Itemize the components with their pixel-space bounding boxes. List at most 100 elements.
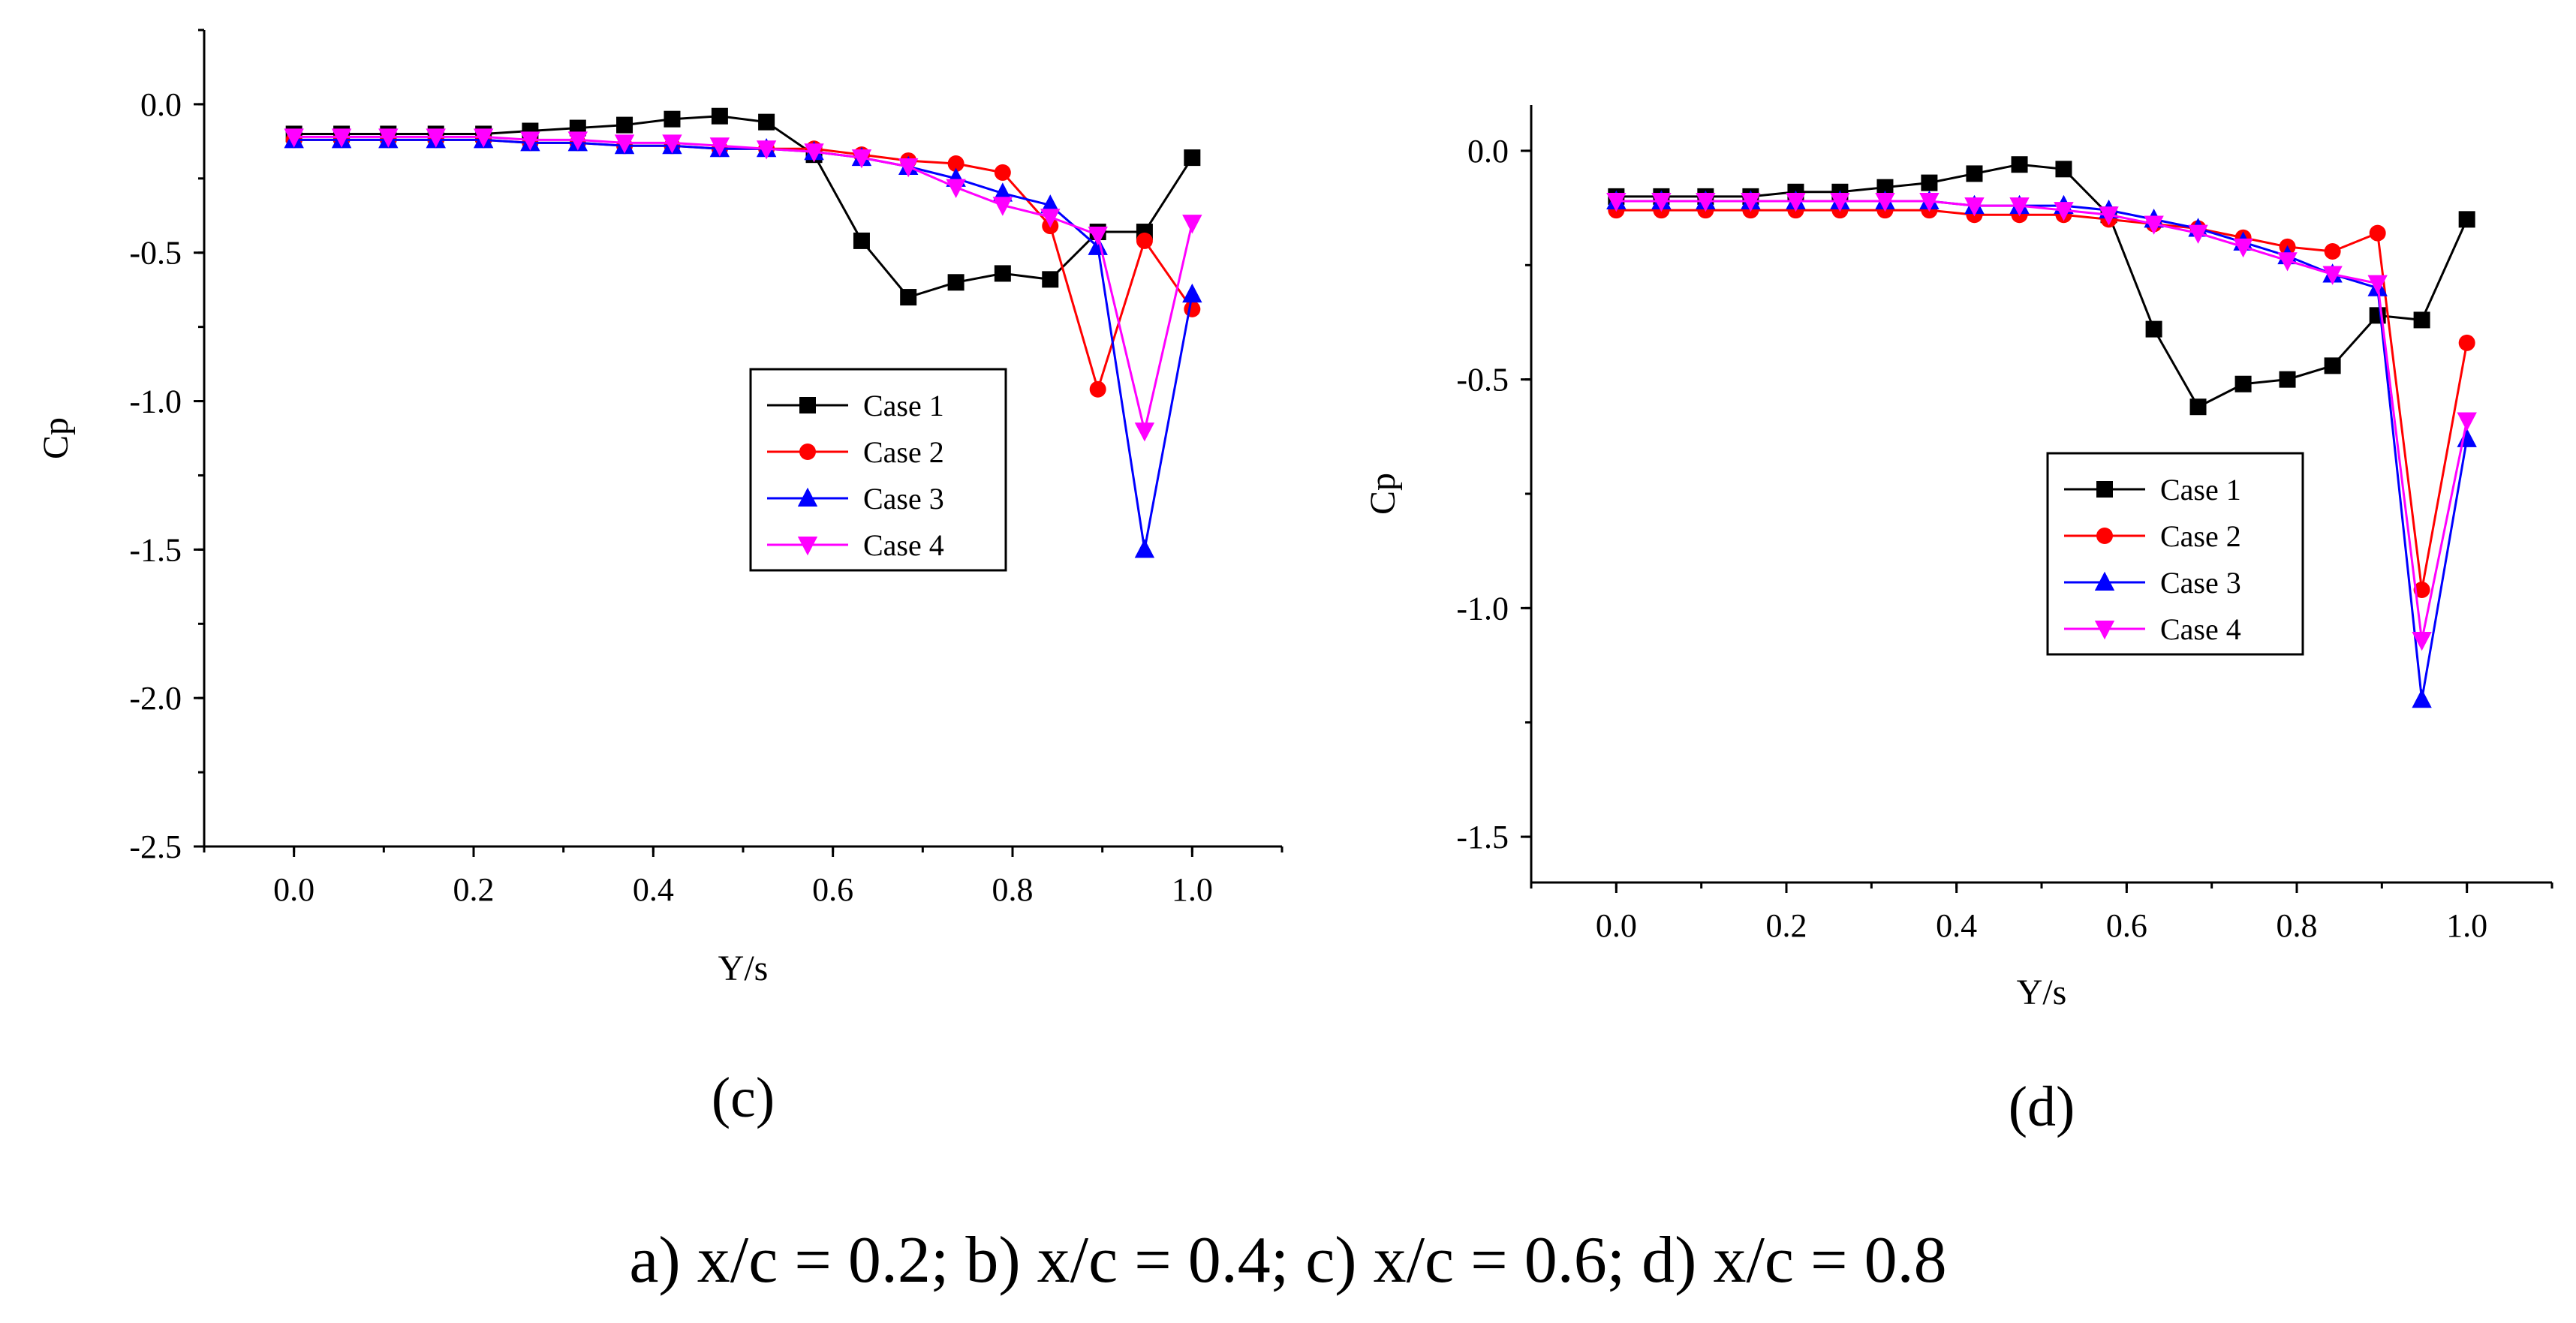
y-tick-label: -0.5 [1456, 362, 1509, 398]
data-point [2233, 238, 2253, 258]
legend-marker [2096, 481, 2113, 498]
data-point [1088, 226, 1108, 246]
data-point [2324, 357, 2341, 374]
series-case-2 [285, 131, 1201, 398]
y-tick-label: 0.0 [1467, 133, 1509, 170]
data-point [853, 232, 870, 249]
y-tick-label: -2.5 [129, 828, 182, 865]
legend-marker [2094, 621, 2115, 640]
data-point [994, 265, 1011, 282]
legend-marker [797, 537, 818, 556]
data-point [946, 179, 966, 198]
x-axis-label: Y/s [718, 949, 769, 988]
data-point [1134, 539, 1155, 558]
data-point [2322, 266, 2343, 285]
series-case-2 [1608, 202, 2475, 598]
series-line-case-4 [1616, 200, 2469, 641]
data-point [284, 128, 304, 148]
data-point [2145, 320, 2162, 338]
data-point [1786, 192, 1806, 212]
data-point [947, 155, 964, 173]
data-point [2189, 398, 2207, 416]
data-point [1184, 149, 1201, 167]
data-point [664, 110, 681, 128]
data-point [1182, 283, 1202, 303]
data-point [2458, 211, 2475, 228]
data-point [2279, 371, 2296, 388]
data-point [1134, 422, 1155, 442]
data-point [1876, 179, 1894, 196]
data-point [1964, 197, 1985, 217]
y-tick-label: -0.5 [129, 235, 182, 272]
data-point [2412, 632, 2432, 651]
x-tick-label: 0.2 [1766, 907, 1807, 944]
data-point [1136, 232, 1153, 249]
panel-label: (d) [2009, 1075, 2075, 1138]
data-point [1921, 174, 1938, 191]
series-case-1 [1608, 156, 2475, 416]
figure-caption: a) x/c = 0.2; b) x/c = 0.4; c) x/c = 0.6… [629, 1224, 1946, 1297]
chart-d: 0.0 0.2 0.4 0.6 0.8 1.0 0.0 -0.5 -1.0 -1.5 Y/s Cp (d… [1363, 105, 2553, 1138]
data-point [851, 149, 872, 169]
y-tick-label: 0.0 [140, 86, 182, 123]
panel-label: (c) [712, 1066, 775, 1129]
data-point [2099, 206, 2119, 226]
data-point [1042, 271, 1059, 288]
data-point [2324, 243, 2341, 260]
data-point [756, 140, 777, 160]
data-point [758, 113, 775, 131]
series-line-case-4 [293, 135, 1193, 431]
x-tick-label: 0.6 [812, 871, 853, 908]
data-point [1696, 192, 1716, 212]
data-point [1040, 194, 1061, 214]
legend-box [749, 368, 1007, 572]
x-tick-label: 0.8 [992, 871, 1034, 908]
data-point [1830, 192, 1850, 212]
data-point [2055, 161, 2072, 178]
data-point [1182, 215, 1202, 234]
series-line-case-3 [293, 138, 1193, 550]
legend: Case 1 Case 2 Case 3 Case 4 [749, 368, 1007, 572]
x-tick-label: 0.0 [1596, 907, 1637, 944]
data-point [709, 137, 730, 157]
data-point [616, 116, 633, 134]
legend-marker [2094, 571, 2115, 591]
data-point [2457, 412, 2477, 431]
chart-c: 0.0 0.2 0.4 0.6 0.8 1.0 0.0 -0.5 -1.0 -1.5 -2.0 -2.… [36, 29, 1283, 1129]
y-tick-label: -1.0 [129, 383, 182, 420]
y-tick-label: -1.5 [1456, 819, 1509, 855]
data-point [331, 128, 352, 148]
data-point [992, 182, 1013, 202]
data-point [2188, 224, 2208, 244]
data-point [1875, 192, 1895, 212]
data-point [711, 107, 728, 125]
legend-marker [799, 397, 816, 413]
legend-label: Case 2 [2160, 519, 2241, 553]
x-tick-label: 0.8 [2277, 907, 2318, 944]
legend-marker [799, 444, 816, 460]
data-point [2011, 156, 2028, 173]
x-tick-label: 0.0 [273, 871, 314, 908]
data-point [2413, 311, 2430, 329]
data-point [378, 128, 399, 148]
x-tick-label: 0.4 [633, 871, 674, 908]
data-point [2054, 202, 2074, 221]
x-tick-label: 1.0 [2446, 907, 2487, 944]
data-point [1089, 380, 1106, 398]
x-tick-label: 0.4 [1936, 907, 1977, 944]
data-point [898, 158, 919, 178]
data-point [992, 197, 1013, 216]
data-point [2369, 224, 2386, 242]
series-case-4 [284, 128, 1202, 442]
data-point [614, 134, 635, 154]
x-tick-label: 0.6 [2106, 907, 2147, 944]
legend-label: Case 2 [863, 435, 944, 469]
data-point [1919, 192, 1940, 212]
data-point [2413, 581, 2430, 598]
x-tick-label: 0.2 [453, 871, 495, 908]
data-point [1606, 192, 1627, 212]
data-point [1966, 165, 1983, 182]
data-point [426, 128, 446, 148]
legend: Case 1 Case 2 Case 3 Case 4 [2046, 452, 2304, 656]
series-line-case-2 [293, 138, 1193, 393]
